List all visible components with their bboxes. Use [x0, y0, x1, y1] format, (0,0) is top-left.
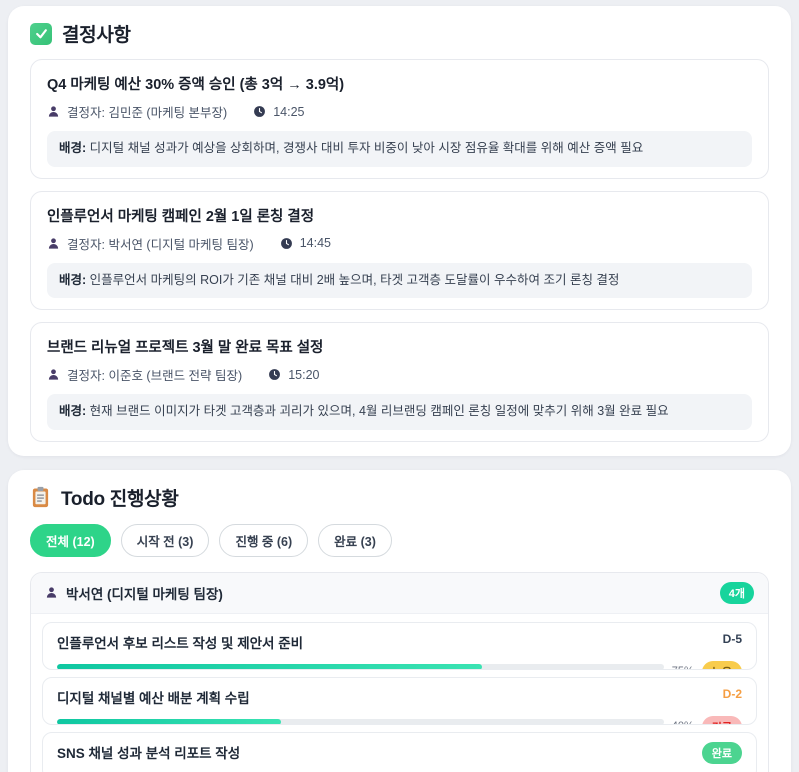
dday-label: D-5 — [722, 631, 742, 646]
background-label: 배경: — [59, 272, 87, 287]
decision-card: Q4 마케팅 예산 30% 증액 승인 (총 3억 → 3.9억) 결정자: 김… — [30, 59, 769, 179]
assignee-name: 박서연 (디지털 마케팅 팀장) — [66, 586, 223, 602]
todo-item-title: 디지털 채널별 예산 배분 계획 수립 — [57, 690, 250, 706]
decision-card: 브랜드 리뉴얼 프로젝트 3월 말 완료 목표 설정 결정자: 이준호 (브랜드… — [30, 322, 769, 442]
decision-title: 인플루언서 마케팅 캠페인 2월 1일 론칭 결정 — [47, 208, 315, 225]
decision-decider: 결정자: 김민준 (마케팅 본부장) — [67, 106, 228, 120]
dday-label: D-2 — [722, 686, 742, 701]
status-badge: 완료 — [701, 741, 742, 764]
todo-card: 디지털 채널별 예산 배분 계획 수립 D-2 40% 긴급 — [42, 676, 757, 725]
check-square-icon — [30, 22, 52, 45]
decisions-section: 결정사항 Q4 마케팅 예산 30% 증액 승인 (총 3억 → 3.9억) 결… — [8, 6, 791, 456]
filter-not-started[interactable]: 시작 전 (3) — [120, 523, 210, 557]
decisions-header: 결정사항 — [30, 20, 769, 47]
decision-time: 15:20 — [288, 367, 320, 382]
progress-bar — [57, 718, 664, 724]
person-icon — [48, 106, 59, 117]
progress-percent: 75% — [672, 665, 694, 669]
todo-section: Todo 진행상황 전체 (12) 시작 전 (3) 진행 중 (6) 완료 (… — [8, 469, 791, 772]
background-text: 인플루언서 마케팅의 ROI가 기존 채널 대비 2배 높으며, 타겟 고객층 … — [89, 272, 620, 287]
decision-title: 브랜드 리뉴얼 프로젝트 3월 말 완료 목표 설정 — [47, 340, 324, 356]
filter-done[interactable]: 완료 (3) — [318, 523, 392, 557]
progress-fill — [57, 663, 482, 669]
decision-time: 14:25 — [273, 104, 305, 119]
todo-card: 인플루언서 후보 리스트 작성 및 제안서 준비 D-5 75% 높음 — [42, 621, 757, 670]
todo-count-badge: 4개 — [719, 581, 754, 604]
todo-title: Todo 진행상황 — [61, 488, 179, 510]
decision-background: 배경: 인플루언서 마케팅의 ROI가 기존 채널 대비 2배 높으며, 타겟 … — [47, 262, 752, 298]
progress-fill — [57, 718, 282, 724]
decision-title: Q4 마케팅 예산 30% 증액 승인 (총 3억 → 3.9억) — [47, 77, 345, 93]
person-icon — [48, 369, 59, 380]
background-label: 배경: — [59, 141, 87, 155]
filter-pills: 전체 (12) 시작 전 (3) 진행 중 (6) 완료 (3) — [30, 523, 769, 557]
decision-card: 인플루언서 마케팅 캠페인 2월 1일 론칭 결정 결정자: 박서연 (디지털 … — [30, 190, 769, 310]
decision-meta: 결정자: 이준호 (브랜드 전략 팀장) 15:20 — [47, 365, 752, 384]
priority-badge: 높음 — [701, 660, 742, 669]
todo-card: SNS 채널 성과 분석 리포트 작성 완료 100% — [42, 731, 757, 772]
decision-background: 배경: 디지털 채널 성과가 예상을 상회하며, 경쟁사 대비 투자 비중이 낮… — [47, 131, 752, 167]
assignee-group-header[interactable]: 박서연 (디지털 마케팅 팀장) 4개 — [31, 572, 768, 614]
decision-meta: 결정자: 김민준 (마케팅 본부장) 14:25 — [47, 102, 752, 121]
decisions-title: 결정사항 — [62, 25, 131, 46]
person-icon — [46, 587, 57, 598]
clock-icon — [269, 369, 281, 380]
clipboard-icon — [32, 486, 49, 508]
filter-all[interactable]: 전체 (12) — [30, 523, 111, 557]
background-text: 디지털 채널 성과가 예상을 상회하며, 경쟁사 대비 투자 비중이 낮아 시장… — [89, 141, 644, 155]
decision-background: 배경: 현재 브랜드 이미지가 타겟 고객층과 괴리가 있으며, 4월 리브랜딩… — [47, 394, 752, 430]
decision-meta: 결정자: 박서연 (디지털 마케팅 팀장) 14:45 — [47, 234, 752, 253]
todo-header: Todo 진행상황 — [30, 484, 769, 511]
background-text: 현재 브랜드 이미지가 타겟 고객층과 괴리가 있으며, 4월 리브랜딩 캠페인… — [89, 404, 669, 418]
progress-percent: 40% — [672, 720, 694, 724]
person-icon — [48, 237, 59, 249]
todo-item-title: SNS 채널 성과 분석 리포트 작성 — [57, 745, 241, 761]
decision-decider: 결정자: 이준호 (브랜드 전략 팀장) — [67, 369, 243, 383]
decision-decider: 결정자: 박서연 (디지털 마케팅 팀장) — [67, 237, 254, 252]
todo-list: 인플루언서 후보 리스트 작성 및 제안서 준비 D-5 75% 높음 디지털 … — [31, 614, 768, 772]
clock-icon — [280, 237, 292, 249]
progress-bar — [57, 663, 664, 669]
filter-in-progress[interactable]: 진행 중 (6) — [219, 523, 309, 557]
background-label: 배경: — [59, 404, 87, 418]
todo-item-title: 인플루언서 후보 리스트 작성 및 제안서 준비 — [57, 635, 304, 651]
decision-time: 14:45 — [299, 236, 331, 250]
clock-icon — [254, 106, 266, 117]
priority-badge: 긴급 — [701, 715, 742, 724]
assignee-group: 박서연 (디지털 마케팅 팀장) 4개 인플루언서 후보 리스트 작성 및 제안… — [30, 571, 769, 772]
